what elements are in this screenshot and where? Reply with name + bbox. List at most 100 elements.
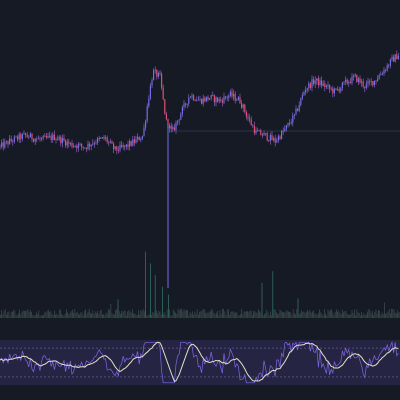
candle [342, 82, 343, 87]
volume-bar [30, 310, 31, 318]
volume-bar [48, 310, 49, 318]
volume-bar [259, 311, 260, 318]
candle [292, 115, 293, 122]
candle [140, 139, 141, 140]
volume-bar [256, 313, 257, 318]
volume-bar [133, 314, 134, 318]
volume-bar [264, 314, 265, 318]
candle [385, 70, 386, 71]
volume-bar [290, 312, 291, 318]
candle [300, 98, 301, 105]
candle [251, 119, 252, 125]
volume-bar [2, 314, 3, 318]
candle [303, 92, 304, 95]
volume-bar [28, 309, 29, 318]
volume-bar [52, 314, 53, 318]
candle [323, 84, 324, 86]
volume-bar [343, 312, 344, 318]
volume-bar [152, 312, 153, 318]
volume-bar [108, 309, 109, 318]
volume-bar [296, 309, 297, 318]
volume-bar [388, 311, 389, 318]
volume-bar [282, 312, 283, 318]
candle [9, 139, 10, 145]
candle [241, 103, 242, 107]
candle [97, 138, 98, 143]
volume-bar [283, 312, 284, 318]
candle [179, 120, 180, 121]
volume-bar [192, 311, 193, 318]
candle [257, 130, 258, 131]
volume-bar [114, 315, 115, 318]
candle [158, 73, 159, 77]
volume-bar [19, 310, 20, 318]
volume-bar [245, 312, 246, 318]
candle [12, 141, 13, 142]
candle [281, 131, 282, 139]
volume-bar [40, 316, 41, 318]
volume-bar [328, 310, 329, 318]
volume-bar [286, 311, 287, 318]
candle [129, 141, 130, 147]
volume-bar [244, 311, 245, 318]
volume-bar [284, 313, 285, 318]
volume-bar [68, 314, 69, 318]
volume-bar [272, 271, 273, 318]
volume-bar [222, 309, 223, 318]
volume-bar [25, 311, 26, 318]
volume-bar [378, 310, 379, 318]
volume-bar [138, 310, 139, 318]
volume-bar [350, 314, 351, 318]
volume-bar [268, 312, 269, 318]
candle [273, 138, 274, 140]
volume-bar [379, 311, 380, 318]
volume-bar [155, 275, 156, 318]
candle [105, 138, 106, 139]
candle [319, 80, 320, 85]
candle [28, 137, 29, 138]
volume-bar [310, 310, 311, 318]
candle [356, 75, 357, 82]
volume-bar [252, 315, 253, 318]
candle [123, 145, 124, 146]
candle [27, 135, 28, 137]
candle [310, 83, 311, 88]
candle [145, 121, 146, 128]
volume-bar [270, 311, 271, 318]
volume-bar [38, 311, 39, 318]
volume-bar [79, 315, 80, 318]
volume-bar [178, 309, 179, 318]
candle [95, 143, 96, 144]
candle [25, 133, 26, 135]
volume-bar [115, 310, 116, 318]
candle [377, 79, 378, 81]
volume-bar [262, 283, 263, 318]
candle [203, 98, 204, 103]
volume-bar [136, 315, 137, 318]
volume-bar [143, 309, 144, 318]
candle [206, 97, 207, 102]
candle [195, 100, 196, 101]
candle [23, 133, 24, 134]
volume-bar [389, 309, 390, 318]
candle [150, 86, 151, 99]
volume-bar [174, 311, 175, 318]
candle [337, 89, 338, 90]
volume-bar [7, 312, 8, 318]
volume-bar [251, 311, 252, 318]
candle [67, 142, 68, 146]
candle [340, 88, 341, 91]
volume-bar [73, 313, 74, 318]
candle [326, 86, 327, 87]
volume-bar [101, 310, 102, 318]
volume-bar [148, 315, 149, 318]
candle [41, 138, 42, 139]
volume-bar [41, 316, 42, 318]
volume-bar [308, 311, 309, 318]
candle [46, 136, 47, 138]
candle [107, 138, 108, 142]
candle [52, 135, 53, 140]
candle [359, 78, 360, 82]
volume-bar [11, 312, 12, 318]
